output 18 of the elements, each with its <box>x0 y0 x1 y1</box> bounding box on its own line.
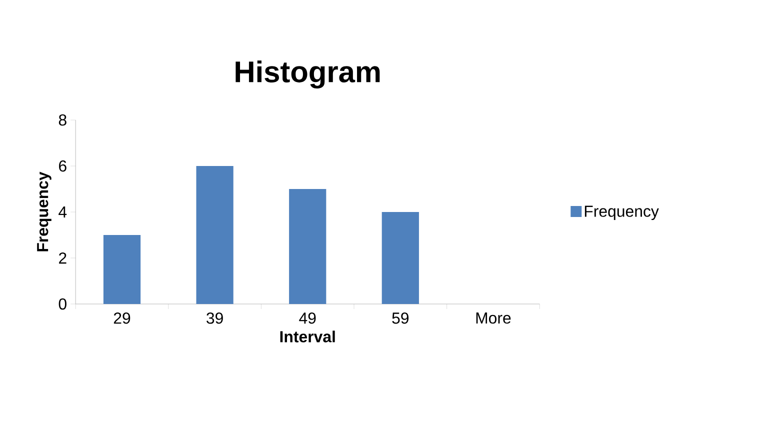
y-tick-label: 0 <box>58 298 66 310</box>
x-tick-label: 59 <box>392 312 409 324</box>
chart-title: Histogram <box>236 60 380 89</box>
x-tick-label: 29 <box>114 312 130 324</box>
x-tick-label: 49 <box>299 312 316 324</box>
x-axis-title: Interval <box>280 330 335 342</box>
x-tick-label: 39 <box>206 312 223 324</box>
y-tick-label: 4 <box>58 206 67 218</box>
bar <box>196 166 234 304</box>
y-tick-label: 6 <box>59 160 66 172</box>
legend-label: Frequency <box>584 206 659 220</box>
bar <box>103 235 141 304</box>
bar <box>382 212 419 304</box>
y-tick-label: 8 <box>58 114 66 126</box>
x-tick-label: More <box>476 312 511 324</box>
y-tick-label: 2 <box>59 252 66 264</box>
bar <box>289 189 326 304</box>
y-axis-title: Frequency <box>37 172 52 252</box>
